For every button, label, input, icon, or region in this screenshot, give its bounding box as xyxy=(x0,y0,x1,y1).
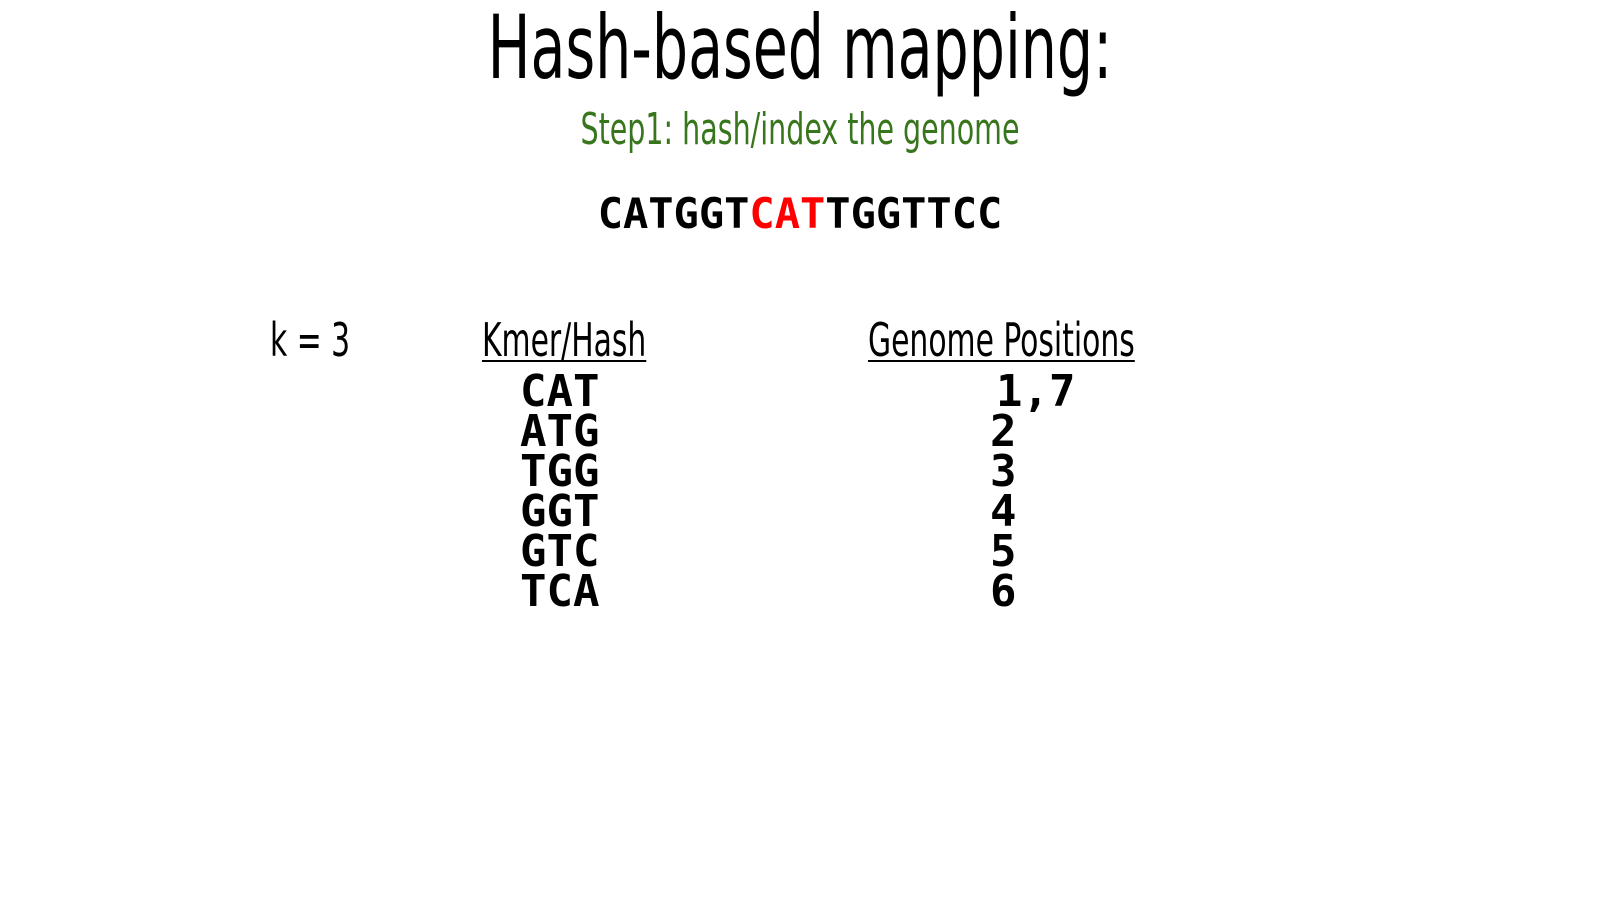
kmer-cell: GTC xyxy=(520,526,600,577)
slide-subtitle: Step1: hash/index the genome xyxy=(580,104,1020,155)
genome-sequence: CATGGTCATTGGTTCC xyxy=(0,188,1600,240)
positions-cell: 1,7 xyxy=(996,366,1076,417)
slide-title: Hash-based mapping: xyxy=(487,0,1113,99)
positions-cell: 5 xyxy=(990,526,1017,577)
kmer-cell: GGT xyxy=(520,486,600,537)
kmer-cell: TCA xyxy=(520,566,600,617)
kmer-cell: CAT xyxy=(520,366,600,417)
genome-suffix: TGGTTCC xyxy=(825,189,1003,238)
genome-prefix: CATGGT xyxy=(597,189,750,238)
positions-cell: 6 xyxy=(990,566,1017,617)
positions-list: 1,7 2 3 4 5 6 xyxy=(990,366,1076,617)
kmer-cell: ATG xyxy=(520,406,600,457)
genome-highlight: CAT xyxy=(749,189,826,238)
kmer-column-header: Kmer/Hash xyxy=(482,313,647,367)
positions-cell: 2 xyxy=(990,406,1017,457)
kmer-list: CAT ATG TGG GGT GTC TCA xyxy=(520,366,600,617)
k-value-label: k = 3 xyxy=(270,313,351,367)
kmer-cell: TGG xyxy=(520,446,600,497)
positions-column-header: Genome Positions xyxy=(868,313,1135,367)
positions-cell: 3 xyxy=(990,446,1017,497)
positions-cell: 4 xyxy=(990,486,1017,537)
